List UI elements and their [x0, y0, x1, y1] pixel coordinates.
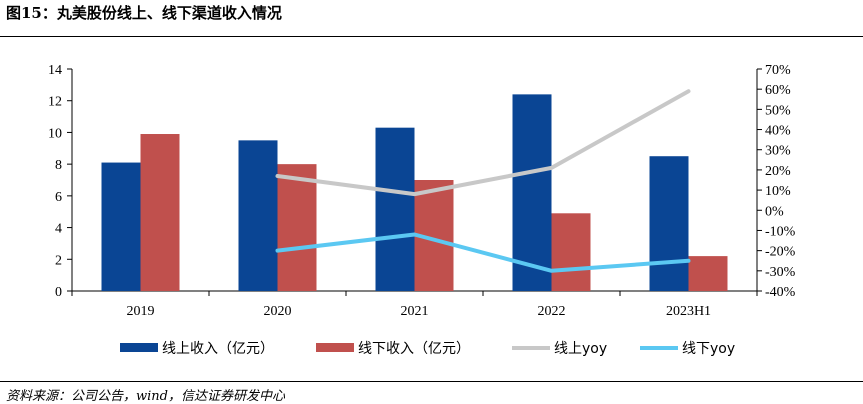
legend-label: 线上yoy — [554, 341, 607, 357]
bar — [688, 256, 728, 291]
bar — [277, 164, 317, 291]
chart-area: 0 2 4 6 8 10 12 14 -40% -30% -20% -10% 0% 10% 20% 30% 4… — [48, 63, 796, 357]
left-axis-tick-label: 12 — [48, 95, 62, 110]
legend-label: 线下收入（亿元） — [358, 341, 470, 357]
title-divider — [0, 36, 863, 37]
series-line — [275, 89, 691, 197]
bar — [375, 127, 415, 292]
right-axis-tick-label: 70% — [765, 63, 791, 78]
legend-label: 线上收入（亿元） — [162, 341, 274, 357]
x-axis-tick-label: 2020 — [264, 304, 292, 319]
right-axis-tick-label: -10% — [765, 224, 796, 239]
right-axis-tick-label: 30% — [765, 144, 791, 159]
left-axis: 0 2 4 6 8 10 12 14 — [48, 63, 758, 300]
left-axis-tick-label: 14 — [48, 63, 62, 78]
x-axis-labels: 2019 2020 2021 2022 2023H1 — [127, 304, 712, 319]
source-note: 资料来源：公司公告，wind，信达证券研发中心 — [6, 389, 285, 404]
left-axis-tick-label: 10 — [48, 126, 62, 141]
figure-title: 图15：丸美股份线上、线下渠道收入情况 — [6, 4, 282, 22]
right-axis-tick-label: -40% — [765, 285, 796, 300]
x-axis-tick-label: 2022 — [538, 304, 566, 319]
legend-label: 线下yoy — [682, 341, 735, 357]
right-axis-tick-label: 50% — [765, 103, 791, 118]
right-axis-tick-label: 40% — [765, 124, 791, 139]
right-axis-tick-label: 20% — [765, 164, 791, 179]
left-axis-tick-label: 2 — [55, 253, 62, 268]
bar — [238, 140, 278, 291]
bar — [649, 156, 689, 291]
x-axis-tick-label: 2023H1 — [666, 304, 711, 319]
left-axis-tick-label: 8 — [55, 158, 62, 173]
series-line — [275, 232, 691, 273]
right-axis-tick-label: 0% — [765, 204, 784, 219]
source-divider — [0, 381, 863, 382]
x-axis-tick-label: 2021 — [401, 304, 429, 319]
bar-series — [101, 94, 728, 292]
legend-swatch — [120, 343, 158, 352]
bar — [551, 213, 591, 291]
right-axis-tick-label: -30% — [765, 265, 796, 280]
left-axis-tick-label: 4 — [55, 222, 62, 237]
right-axis-tick-label: 10% — [765, 184, 791, 199]
right-axis-tick-label: -20% — [765, 245, 796, 260]
bar — [101, 162, 141, 291]
left-axis-tick-label: 6 — [55, 190, 62, 205]
x-axis-tick-label: 2019 — [127, 304, 155, 319]
legend: 线上收入（亿元） 线下收入（亿元） 线上yoy 线下yoy — [120, 341, 735, 357]
bar — [140, 134, 180, 291]
left-axis-tick-label: 0 — [55, 285, 62, 300]
bar — [512, 94, 552, 291]
right-axis: -40% -30% -20% -10% 0% 10% 20% 30% 40% 50% 60% 70% — [756, 63, 796, 300]
line-series — [275, 89, 691, 273]
right-axis-tick-label: 60% — [765, 83, 791, 98]
legend-swatch — [316, 343, 354, 352]
